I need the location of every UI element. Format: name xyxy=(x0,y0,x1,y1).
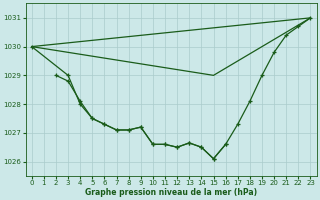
X-axis label: Graphe pression niveau de la mer (hPa): Graphe pression niveau de la mer (hPa) xyxy=(85,188,257,197)
